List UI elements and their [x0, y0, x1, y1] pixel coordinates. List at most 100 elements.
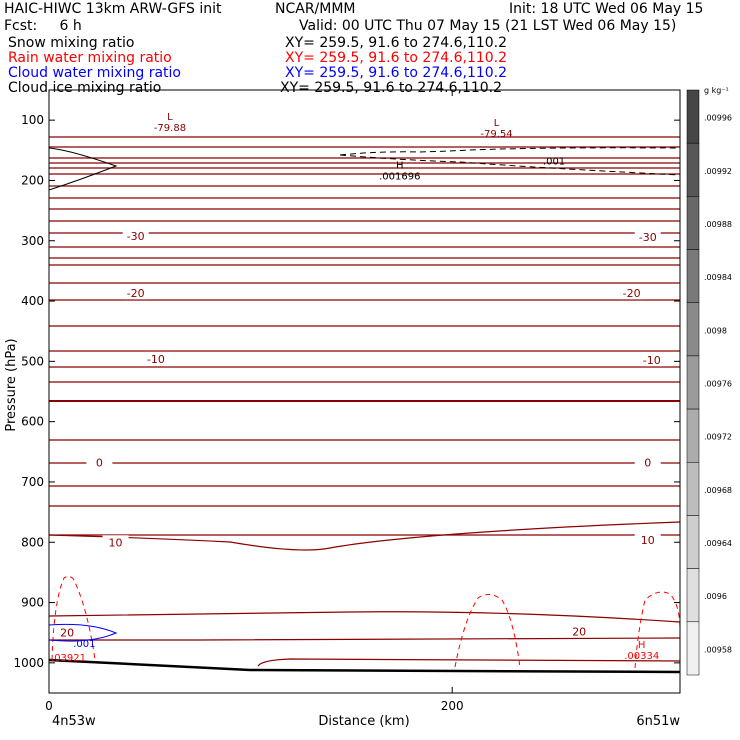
- forecast-hour: Fcst: 6 h: [4, 18, 82, 34]
- colorbar-label: .00984: [704, 273, 732, 282]
- colorbar-label: .00972: [704, 433, 732, 442]
- colorbar-label: .00992: [704, 167, 732, 176]
- isotherm-line: [257, 658, 681, 667]
- label-backdrop: [634, 532, 661, 546]
- label-backdrop: [142, 351, 169, 365]
- field-cloudwater-name: Cloud water mixing ratio: [8, 65, 181, 81]
- institution-label: NCAR/MMM: [275, 1, 356, 17]
- extremum-value: .00334: [624, 651, 659, 662]
- contour-value-label: .001: [73, 639, 95, 650]
- extremum-letter: H: [396, 160, 404, 171]
- isotherm-label: 0: [644, 457, 651, 470]
- colorbar-label: .00958: [704, 645, 732, 654]
- rain-contour: [634, 591, 681, 669]
- y-tick-label: 1000: [13, 656, 44, 670]
- isotherm-label: -30: [639, 231, 657, 244]
- extremum-letter: L: [167, 112, 173, 123]
- isotherm-line: [48, 521, 681, 551]
- label-backdrop: [122, 286, 149, 300]
- field-snow-name: Snow mixing ratio: [8, 35, 135, 51]
- y-tick-label: 300: [21, 234, 44, 248]
- field-rain-xy: XY= 259.5, 91.6 to 274.6,110.2: [285, 50, 508, 66]
- extremum-letter: H: [638, 640, 646, 651]
- x-end-label: 6n51w: [636, 714, 680, 729]
- y-tick-label: 700: [21, 475, 44, 489]
- colorbar-swatch: [686, 142, 700, 197]
- isotherm-label: -10: [643, 354, 661, 367]
- colorbar-swatch: [686, 408, 700, 463]
- colorbar-swatch: [686, 196, 700, 250]
- ice-contour: [339, 147, 681, 156]
- contour-value-label: .03921: [51, 653, 86, 664]
- plot-frame: [48, 89, 681, 694]
- colorbar-label: .00976: [704, 380, 732, 389]
- colorbar-label: .00964: [704, 539, 732, 548]
- x-tick-label: 0: [45, 699, 53, 713]
- isotherm-label: 20: [572, 625, 586, 638]
- y-tick-label: 100: [21, 113, 44, 127]
- label-backdrop: [54, 625, 81, 639]
- isotherm-label: -20: [623, 287, 641, 300]
- rain-contour: [454, 594, 521, 669]
- label-backdrop: [618, 286, 645, 300]
- isotherm-label: 20: [60, 627, 74, 640]
- isotherm-label: -30: [127, 230, 145, 243]
- x-axis-label: Distance (km): [318, 714, 409, 729]
- terrain-surface: [48, 658, 681, 674]
- colorbar-swatch: [686, 462, 700, 516]
- label-backdrop: [634, 455, 661, 469]
- colorbar-swatch: [686, 621, 700, 676]
- colorbar-label: .00988: [704, 220, 732, 229]
- contour-value-label: .001: [543, 157, 565, 168]
- isotherm-label: -20: [127, 287, 145, 300]
- label-backdrop: [566, 624, 593, 638]
- colorbar-label: .0098: [704, 326, 727, 335]
- colorbar-label: .00968: [704, 486, 732, 495]
- field-cloudice-xy: XY= 259.5, 91.6 to 274.6,110.2: [280, 80, 503, 96]
- field-snow-xy: XY= 259.5, 91.6 to 274.6,110.2: [285, 35, 508, 51]
- isotherm-line: [49, 637, 681, 641]
- isotherm-label: 0: [96, 457, 103, 470]
- extremum-letter: L: [494, 118, 500, 129]
- colorbar-swatch: [686, 355, 700, 410]
- valid-time: Valid: 00 UTC Thu 07 May 15 (21 LST Wed …: [299, 18, 677, 34]
- rain-contour: [51, 575, 96, 661]
- label-backdrop: [86, 455, 113, 469]
- x-start-label: 4n53w: [52, 714, 96, 729]
- colorbar: .00996 .00992 .00988 .00984 .0098 .00976 .0097…: [686, 89, 732, 676]
- ice-contour: [339, 154, 681, 176]
- colorbar-swatch: [686, 515, 700, 569]
- colorbar-swatch: [686, 568, 700, 623]
- field-cloudice-name: Cloud ice mixing ratio: [8, 80, 162, 96]
- isotherm-label: 10: [109, 536, 123, 549]
- init-time: Init: 18 UTC Wed 06 May 15: [509, 1, 704, 17]
- y-tick-label: 500: [21, 354, 44, 368]
- isotherm-label: -10: [147, 353, 165, 366]
- x-tick-label: 200: [441, 699, 464, 713]
- colorbar-label: .0096: [704, 592, 727, 601]
- colorbar-swatch: [686, 302, 700, 357]
- field-rain-name: Rain water mixing ratio: [8, 50, 172, 66]
- label-backdrop: [638, 353, 665, 367]
- colorbar-unit: g kg⁻¹: [704, 86, 729, 95]
- extremum-value: .001696: [379, 171, 420, 182]
- y-tick-label: 400: [21, 294, 44, 308]
- ice-contour: [48, 147, 118, 191]
- field-cloudwater-xy: XY= 259.5, 91.6 to 274.6,110.2: [285, 65, 508, 81]
- extremum-value: -79.88: [154, 123, 186, 134]
- colorbar-swatch: [686, 89, 700, 144]
- y-tick-label: 200: [21, 173, 44, 187]
- extremum-value: -79.54: [480, 129, 512, 140]
- isotherm-label: 10: [641, 534, 655, 547]
- model-title: HAIC-HIWC 13km ARW-GFS init: [4, 1, 222, 17]
- colorbar-swatch: [686, 249, 700, 303]
- label-backdrop: [102, 535, 129, 549]
- cloud-water-contour: [48, 623, 118, 642]
- contour-layer: [48, 136, 681, 674]
- label-backdrop: [122, 228, 149, 242]
- y-tick-label: 800: [21, 535, 44, 549]
- label-backdrop: [634, 230, 661, 244]
- y-tick-label: 600: [21, 415, 44, 429]
